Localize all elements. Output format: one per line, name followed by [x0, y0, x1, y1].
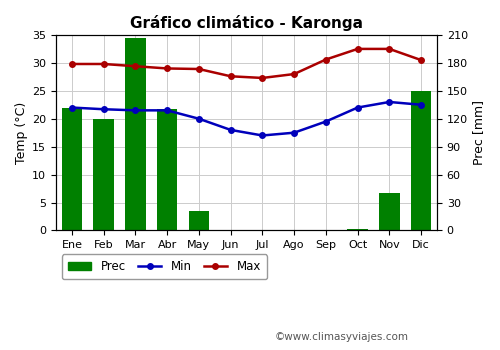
- Bar: [348, 229, 368, 230]
- Bar: [125, 38, 146, 230]
- Bar: [188, 211, 209, 230]
- Bar: [62, 107, 82, 230]
- Y-axis label: Temp (°C): Temp (°C): [15, 102, 28, 164]
- Bar: [379, 193, 400, 230]
- Bar: [157, 110, 178, 230]
- Legend: Prec, Min, Max: Prec, Min, Max: [62, 254, 267, 279]
- Y-axis label: Prec [mm]: Prec [mm]: [472, 100, 485, 165]
- Title: Gráfico climático - Karonga: Gráfico climático - Karonga: [130, 15, 363, 31]
- Text: ©www.climasyviajes.com: ©www.climasyviajes.com: [275, 332, 409, 342]
- Bar: [94, 119, 114, 230]
- Bar: [411, 91, 432, 230]
